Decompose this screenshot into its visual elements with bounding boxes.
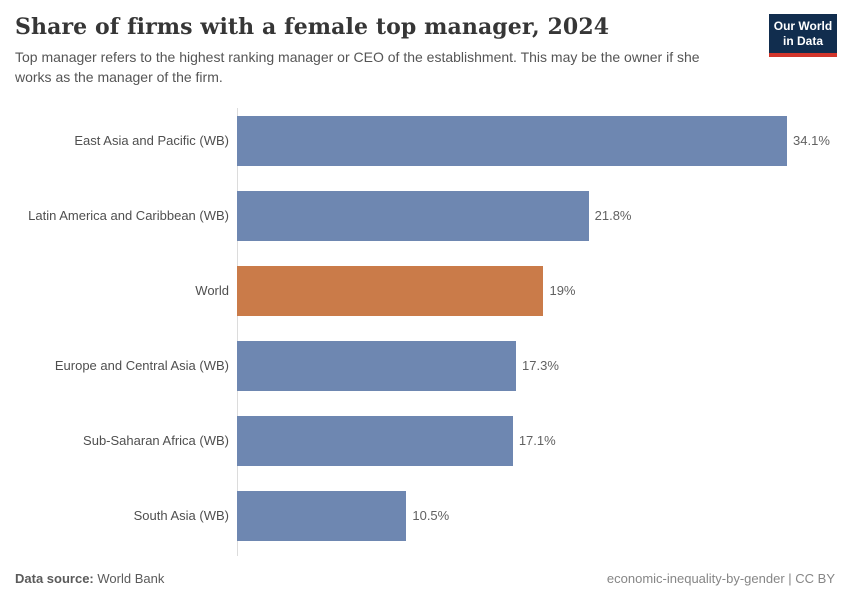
page-title: Share of firms with a female top manager… <box>15 14 610 40</box>
owid-logo-line1: Our World <box>773 19 833 33</box>
bar-value-label: 19% <box>549 283 576 298</box>
bar-row: Latin America and Caribbean (WB) 21.8% <box>0 178 850 253</box>
bar[interactable] <box>237 340 517 391</box>
bar-category-label: Sub-Saharan Africa (WB) <box>83 433 229 448</box>
bar-row: Europe and Central Asia (WB) 17.3% <box>0 328 850 403</box>
y-axis-line <box>237 108 238 556</box>
license-note: economic-inequality-by-gender | CC BY <box>606 571 835 586</box>
bar-category-label: Latin America and Caribbean (WB) <box>28 208 229 223</box>
bar-category-label: Europe and Central Asia (WB) <box>54 358 229 373</box>
bar[interactable] <box>237 115 788 166</box>
bar-row: South Asia (WB) 10.5% <box>0 478 850 553</box>
bar[interactable] <box>237 190 589 241</box>
chart-header: Share of firms with a female top manager… <box>15 14 755 88</box>
data-source: Data source: World Bank <box>15 571 164 586</box>
bar-value-label: 17.3% <box>522 358 559 373</box>
bar-value-label: 21.8% <box>594 208 632 223</box>
data-source-label: Data source: <box>15 571 94 586</box>
bar[interactable] <box>237 265 544 316</box>
bar-chart: East Asia and Pacific (WB) 34.1% Latin Ame… <box>0 103 850 556</box>
bar-category-label: World <box>195 283 229 298</box>
chart-footer: Data source: World Bank economic-inequal… <box>15 571 835 586</box>
bar-value-label: 10.5% <box>412 508 450 523</box>
bar-row: World 19% <box>0 253 850 328</box>
bar-track: 17.3% <box>237 340 850 391</box>
bar-category-label: East Asia and Pacific (WB) <box>74 133 229 148</box>
bar-row: Sub-Saharan Africa (WB) 17.1% <box>0 403 850 478</box>
owid-logo-line2: in Data <box>782 34 823 48</box>
bar-rows: East Asia and Pacific (WB) 34.1% Latin Ame… <box>0 103 850 553</box>
bar-value-label: 34.1% <box>793 133 830 148</box>
bar-category-label: South Asia (WB) <box>133 508 229 523</box>
bar-track: 19% <box>237 265 850 316</box>
bar[interactable] <box>237 415 513 466</box>
bar-track: 10.5% <box>237 490 850 541</box>
bar[interactable] <box>237 490 407 541</box>
page-subtitle: Top manager refers to the highest rankin… <box>15 49 700 86</box>
data-source-value: World Bank <box>97 571 165 586</box>
bar-track: 34.1% <box>237 115 850 166</box>
bar-row: East Asia and Pacific (WB) 34.1% <box>0 103 850 178</box>
owid-logo: Our World in Data <box>769 14 837 57</box>
bar-track: 21.8% <box>237 190 850 241</box>
bar-track: 17.1% <box>237 415 850 466</box>
bar-value-label: 17.1% <box>518 433 556 448</box>
